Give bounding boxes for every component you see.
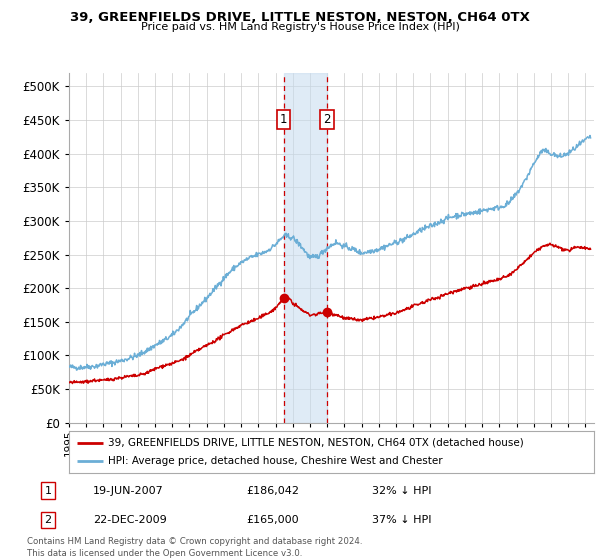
Text: £165,000: £165,000 [246,515,299,525]
Text: 22-DEC-2009: 22-DEC-2009 [93,515,167,525]
Text: Price paid vs. HM Land Registry's House Price Index (HPI): Price paid vs. HM Land Registry's House … [140,22,460,32]
Text: 19-JUN-2007: 19-JUN-2007 [93,486,164,496]
Text: This data is licensed under the Open Government Licence v3.0.: This data is licensed under the Open Gov… [27,549,302,558]
Text: 1: 1 [44,486,52,496]
Text: £186,042: £186,042 [246,486,299,496]
Text: 39, GREENFIELDS DRIVE, LITTLE NESTON, NESTON, CH64 0TX (detached house): 39, GREENFIELDS DRIVE, LITTLE NESTON, NE… [109,438,524,448]
Text: 32% ↓ HPI: 32% ↓ HPI [372,486,431,496]
Text: 37% ↓ HPI: 37% ↓ HPI [372,515,431,525]
Text: Contains HM Land Registry data © Crown copyright and database right 2024.: Contains HM Land Registry data © Crown c… [27,537,362,546]
Text: 2: 2 [323,114,331,127]
Text: 2: 2 [44,515,52,525]
Text: HPI: Average price, detached house, Cheshire West and Chester: HPI: Average price, detached house, Ches… [109,456,443,466]
Text: 39, GREENFIELDS DRIVE, LITTLE NESTON, NESTON, CH64 0TX: 39, GREENFIELDS DRIVE, LITTLE NESTON, NE… [70,11,530,24]
Bar [284,73,327,423]
Text: 1: 1 [280,114,287,127]
